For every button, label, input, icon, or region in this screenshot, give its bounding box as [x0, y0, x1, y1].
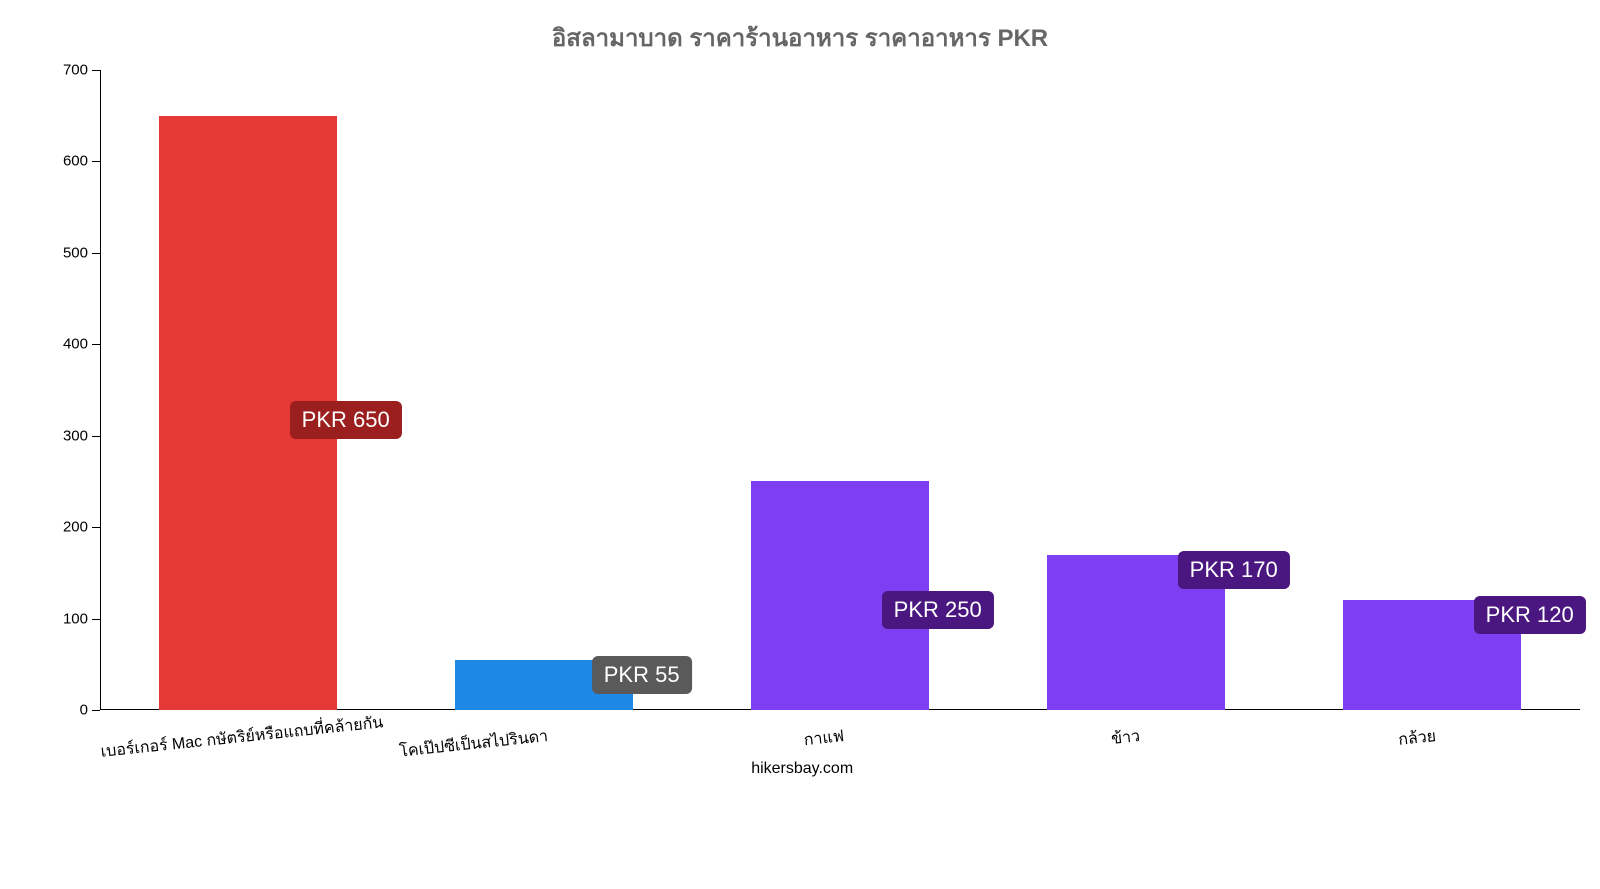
plot-area: 0100200300400500600700PKR 650เบอร์เกอร์ … — [100, 70, 1580, 710]
value-badge: PKR 250 — [882, 591, 994, 629]
y-tick — [92, 436, 100, 437]
y-tick — [92, 161, 100, 162]
value-badge: PKR 650 — [290, 401, 402, 439]
price-bar-chart: อิสลามาบาด ราคาร้านอาหาร ราคาอาหาร PKR 0… — [0, 0, 1600, 800]
y-axis — [100, 70, 101, 710]
y-tick — [92, 253, 100, 254]
y-tick-label: 400 — [63, 336, 88, 353]
value-badge: PKR 170 — [1178, 551, 1290, 589]
y-tick-label: 0 — [80, 702, 88, 719]
y-tick — [92, 527, 100, 528]
y-tick — [92, 70, 100, 71]
y-tick-label: 200 — [63, 519, 88, 536]
y-tick — [92, 710, 100, 711]
y-tick-label: 500 — [63, 244, 88, 261]
y-tick — [92, 619, 100, 620]
value-badge: PKR 120 — [1474, 596, 1586, 634]
y-tick-label: 100 — [63, 610, 88, 627]
y-tick-label: 600 — [63, 153, 88, 170]
y-tick-label: 700 — [63, 62, 88, 79]
chart-title: อิสลามาบาด ราคาร้านอาหาร ราคาอาหาร PKR — [0, 18, 1600, 57]
y-tick-label: 300 — [63, 427, 88, 444]
attribution-text: hikersbay.com — [751, 760, 853, 778]
y-tick — [92, 344, 100, 345]
value-badge: PKR 55 — [592, 656, 692, 694]
